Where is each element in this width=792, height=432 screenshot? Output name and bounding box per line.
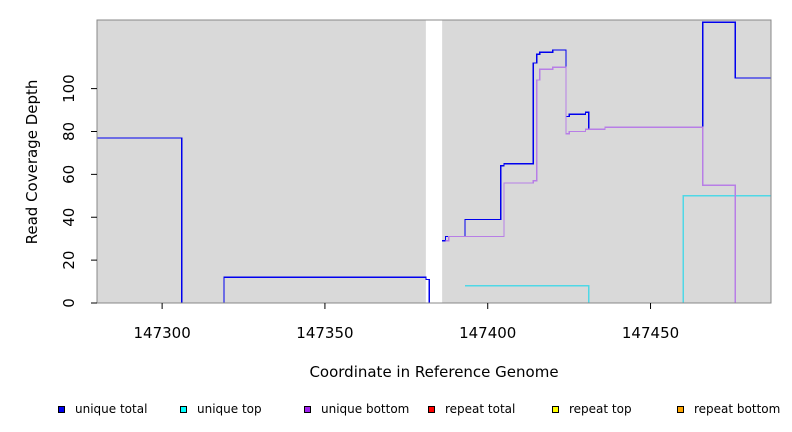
x-axis-ticks: 147300 147350 147400 147450 (133, 303, 679, 342)
legend-item-repeat-top: repeat top (552, 400, 632, 418)
x-tick-label: 147300 (133, 324, 190, 342)
legend-label: repeat top (569, 402, 632, 416)
legend-label: unique bottom (321, 402, 410, 416)
y-tick-label: 100 (60, 74, 78, 103)
legend-label: repeat bottom (694, 402, 781, 416)
series-unique-total-line (97, 137, 430, 304)
legend-item-unique-total: unique total (58, 400, 147, 418)
legend-item-unique-bottom: unique bottom (304, 400, 409, 418)
legend-label: unique total (75, 402, 148, 416)
legend-swatch (304, 405, 311, 413)
coverage-gap (425, 20, 443, 303)
series-unique-bottom-line (445, 66, 736, 303)
y-tick-label: 80 (60, 122, 78, 141)
y-tick-label: 20 (60, 251, 78, 270)
legend-label: repeat total (445, 402, 516, 416)
coverage-chart: 147300 147350 147400 147450 0 20 40 60 80 100 Co… (23, 19, 772, 381)
x-axis-title: Coordinate in Reference Genome (309, 363, 558, 381)
x-tick-label: 147400 (459, 324, 516, 342)
legend-swatch (428, 405, 435, 413)
y-axis-title: Read Coverage Depth (23, 80, 41, 245)
legend-swatch (180, 405, 187, 413)
y-tick-label: 40 (60, 208, 78, 227)
y-axis-ticks: 0 20 40 60 80 100 (60, 74, 97, 308)
legend-item-repeat-bottom: repeat bottom (677, 400, 780, 418)
legend-swatch (552, 405, 559, 413)
legend-item-unique-top: unique top (180, 400, 262, 418)
y-tick-label: 60 (60, 165, 78, 184)
plot-border (96, 19, 772, 304)
legend-swatch (58, 405, 65, 413)
plot-background (97, 20, 771, 303)
x-tick-label: 147350 (296, 324, 353, 342)
legend-label: unique top (197, 402, 262, 416)
legend-swatch (677, 405, 684, 413)
y-tick-label: 0 (60, 298, 78, 308)
x-tick-label: 147450 (622, 324, 679, 342)
plot-frame (96, 19, 772, 304)
legend-item-repeat-total: repeat total (428, 400, 515, 418)
legend: unique total unique top unique bottom repea… (0, 400, 792, 418)
